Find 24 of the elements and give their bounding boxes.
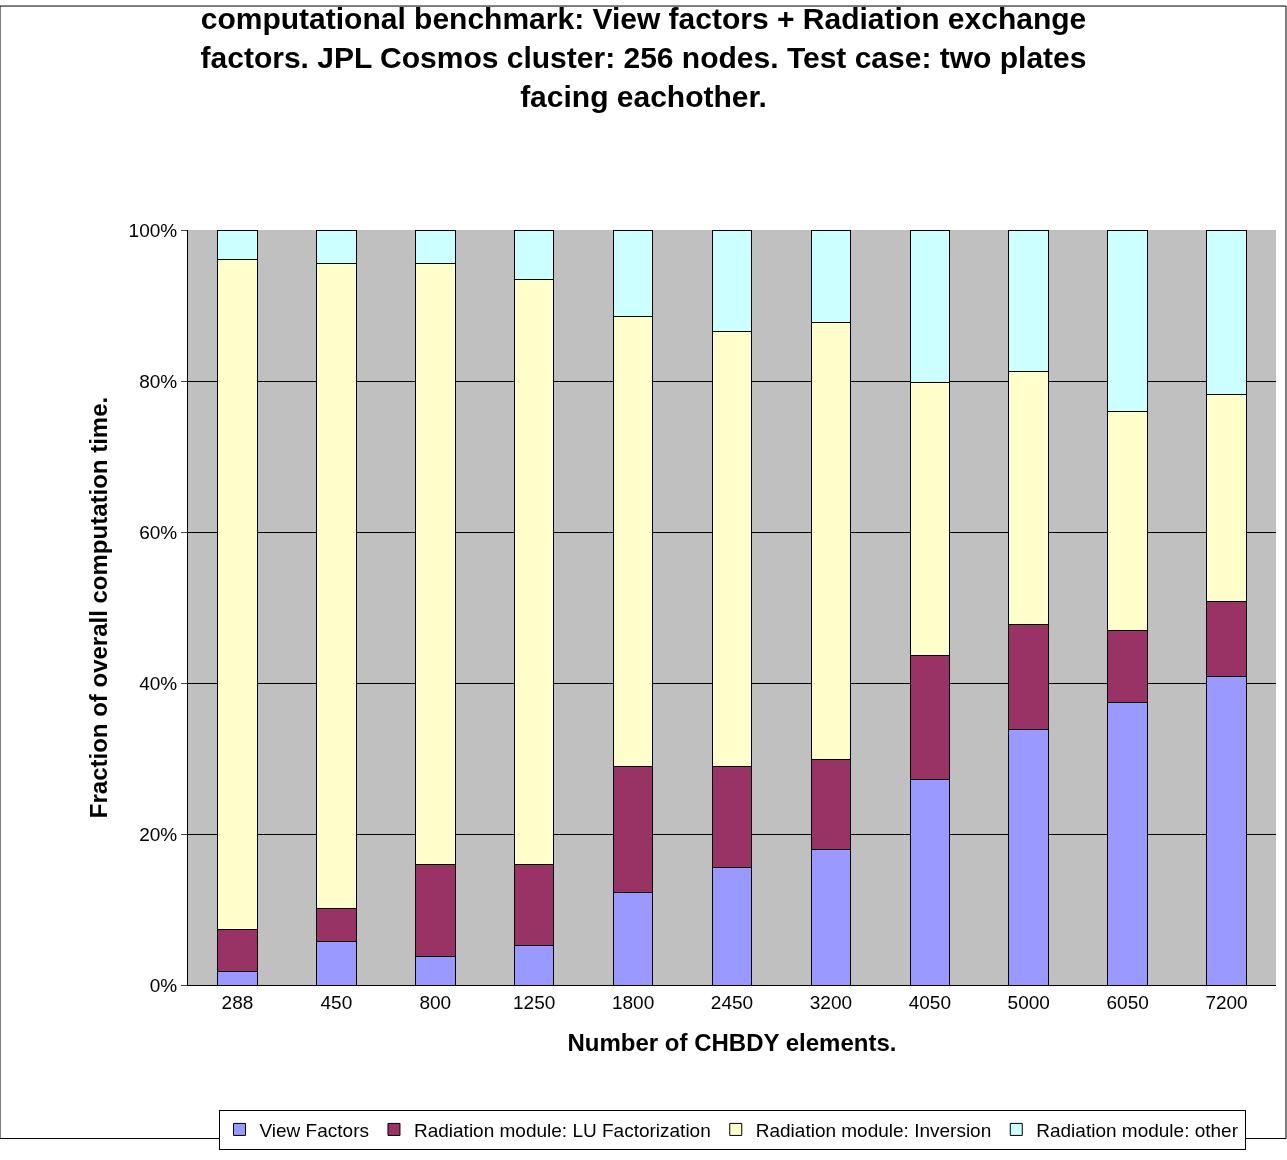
y-tick-label: 80%	[139, 370, 178, 392]
legend-label: Radiation module: Inversion	[755, 1119, 992, 1141]
chart-title: computational benchmark: View factors + Radiation exchange factors. JPL Cosmos cluster: 256 nodes. Test case: two plates facing eachother.	[200, 2, 1087, 113]
y-tick-label: 40%	[139, 672, 178, 694]
x-tick-label: 288	[221, 991, 254, 1013]
x-tick-label: 450	[320, 991, 353, 1013]
y-tick-label: 0%	[149, 974, 178, 996]
x-tick-label: 4050	[908, 991, 951, 1013]
x-tick-label: 2450	[710, 991, 754, 1013]
y-tick-label: 60%	[139, 521, 178, 543]
y-tick-label: 100%	[128, 219, 178, 241]
x-tick-label: 5000	[1007, 991, 1050, 1013]
x-axis-title: Number of CHBDY elements.	[567, 1029, 897, 1057]
x-tick-label: 800	[419, 991, 452, 1013]
x-tick-label: 7200	[1205, 991, 1248, 1013]
y-tick-label: 20%	[139, 823, 178, 845]
x-tick-label: 1800	[611, 991, 655, 1013]
legend-label: View Factors	[259, 1119, 369, 1141]
x-tick-label: 6050	[1106, 991, 1149, 1013]
legend-label: Radiation module: LU Factorization	[413, 1119, 711, 1141]
x-tick-label: 3200	[809, 991, 853, 1013]
legend-label: Radiation module: other	[1036, 1119, 1239, 1141]
y-axis-title: Fraction of overall computation time.	[84, 396, 112, 819]
x-tick-label: 1250	[513, 991, 556, 1013]
